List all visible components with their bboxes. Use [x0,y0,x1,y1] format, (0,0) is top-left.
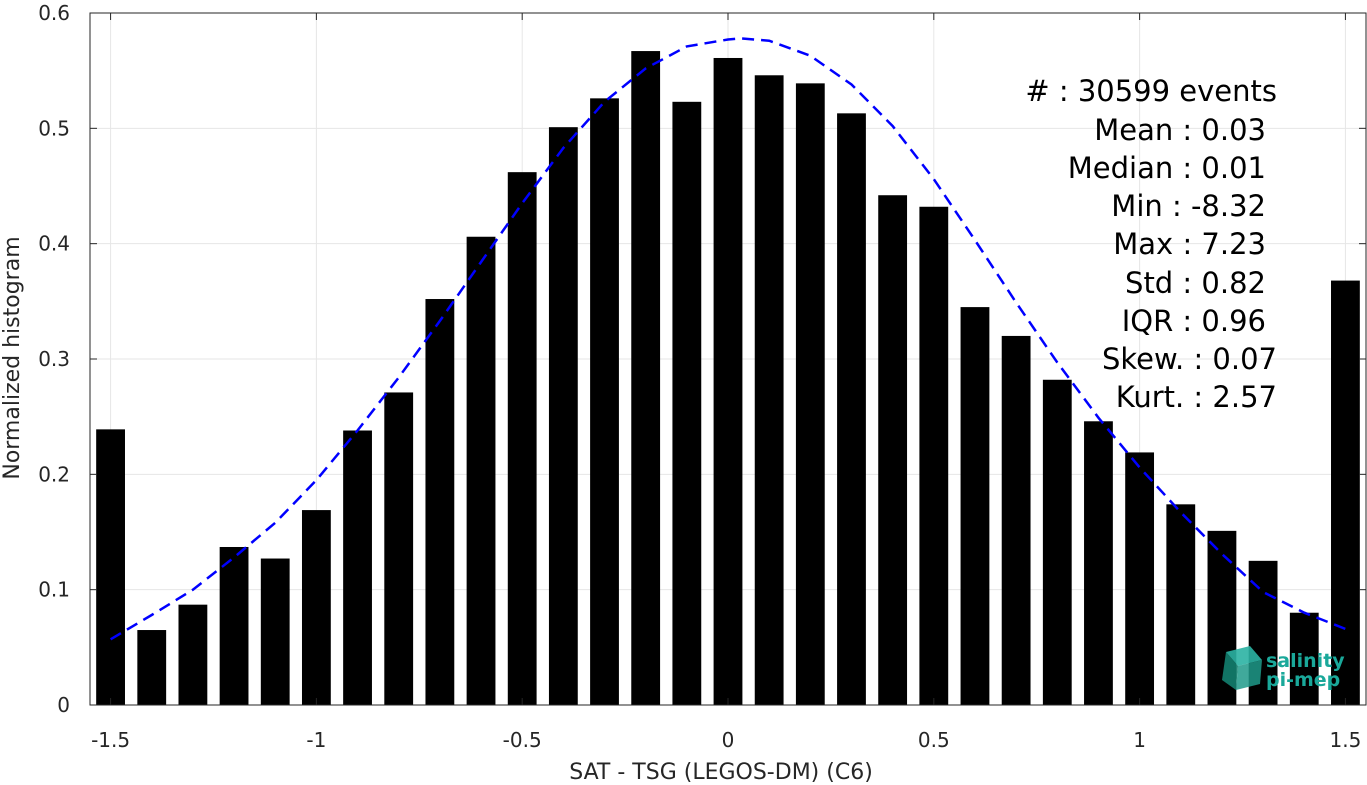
histogram-bar [466,236,496,705]
histogram-bar [343,430,372,705]
histogram-bar [754,75,784,705]
histogram-bar [260,558,290,705]
x-axis-ticks: -1.5 -1 -0.5 0 0.5 1 1.5 [91,13,1361,752]
stat-skew: Skew. : 0.07 [1102,342,1277,376]
histogram-bar [960,307,990,705]
histogram-bar [301,510,331,705]
stat-min: Min : -8.32 [1111,189,1266,223]
histogram-bar [1125,452,1155,705]
histogram-bar [672,101,702,706]
x-tick-label: 0.5 [918,728,950,752]
histogram-bar [631,51,661,706]
histogram-bar [795,83,825,705]
histogram-bar [219,546,249,705]
stat-mean: Mean : 0.03 [1094,113,1266,147]
logo-text-salinity: salinity [1266,650,1345,672]
x-tick-label: -1 [306,728,326,752]
histogram-bar [1166,504,1196,705]
histogram-bar [590,98,619,705]
y-tick-label: 0.2 [38,462,70,486]
x-tick-label: 0 [722,728,735,752]
stat-kurt: Kurt. : 2.57 [1116,380,1277,414]
histogram-bar [1042,379,1072,705]
histogram-bar [1084,421,1113,705]
histogram-bar [837,113,866,706]
y-tick-label: 0.3 [38,347,70,371]
stat-iqr: IQR : 0.96 [1122,304,1266,338]
histogram-bar [137,630,167,705]
x-tick-label: -1.5 [91,728,130,752]
histogram-bar [1289,612,1319,705]
stat-events: # : 30599 events [1025,74,1277,108]
logo-text-pimep: pi-mep [1266,669,1340,691]
histogram-bar [384,392,414,705]
histogram-bar [878,195,908,705]
stat-max: Max : 7.23 [1113,227,1266,261]
logo-cube-icon [1222,646,1262,690]
y-axis-ticks: 0 0.1 0.2 0.3 0.4 0.5 0.6 [38,1,1366,717]
x-tick-label: 1.5 [1330,728,1362,752]
stat-median: Median : 0.01 [1068,151,1266,185]
histogram-bar [507,172,537,705]
stat-std: Std : 0.82 [1125,266,1266,300]
x-tick-label: -0.5 [503,728,542,752]
y-tick-label: 0 [57,693,70,717]
histogram-bar [919,206,949,705]
histogram-bar [178,604,208,705]
y-tick-label: 0.4 [38,232,70,256]
histogram-bar [96,429,125,705]
histogram-bar [1331,280,1360,705]
y-axis-label: Normalized histogram [0,236,25,479]
x-axis-label: SAT - TSG (LEGOS-DM) (C6) [569,760,873,785]
y-tick-label: 0.1 [38,578,70,602]
histogram-bar [548,127,578,706]
histogram-bar [713,57,743,706]
y-tick-label: 0.5 [38,116,70,140]
histogram-bar [425,299,455,705]
statistics-annotation: # : 30599 events Mean : 0.03 Median : 0.… [1025,74,1277,414]
normal-fit-curve [109,37,1346,641]
y-tick-label: 0.6 [38,1,70,25]
x-tick-label: 1 [1133,728,1146,752]
histogram-bars [96,51,1360,706]
histogram-bar [1001,335,1031,705]
salinity-pimep-logo: salinity pi-mep [1222,646,1345,691]
